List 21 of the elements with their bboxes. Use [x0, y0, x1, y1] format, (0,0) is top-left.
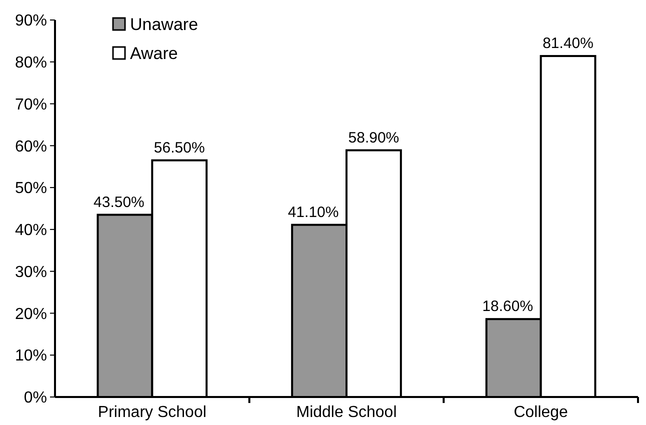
data-label: 41.10%	[288, 204, 339, 221]
y-tick-label: 40%	[14, 222, 47, 240]
data-label: 43.50%	[94, 194, 144, 211]
y-tick-label: 90%	[14, 12, 47, 30]
legend-label: Unaware	[130, 14, 198, 34]
y-tick-label: 30%	[14, 264, 47, 281]
y-tick-label: 80%	[14, 54, 47, 72]
x-tick-label: College	[514, 404, 568, 421]
legend-label: Aware	[130, 44, 178, 63]
y-tick-label: 0%	[24, 390, 47, 407]
data-label: 56.50%	[154, 139, 205, 156]
y-tick-label: 70%	[14, 96, 47, 114]
data-label: 81.40%	[542, 35, 594, 52]
x-tick-label: Middle School	[296, 404, 397, 421]
data-label: 58.90%	[348, 129, 400, 146]
y-tick-label: 10%	[14, 348, 47, 365]
y-tick-label: 20%	[14, 306, 47, 323]
y-tick-label: 50%	[14, 180, 47, 198]
y-tick-label: 60%	[14, 138, 47, 156]
data-label: 18.60%	[482, 298, 534, 316]
x-tick-label: Primary School	[98, 404, 206, 421]
